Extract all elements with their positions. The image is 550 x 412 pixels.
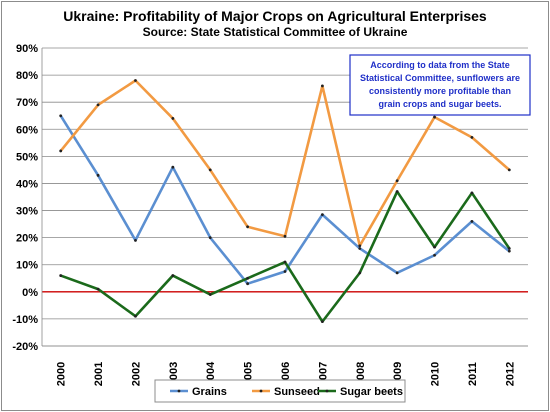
chart-subtitle: Source: State Statistical Committee of U… [143, 25, 408, 39]
y-tick-label: 20% [16, 233, 38, 245]
y-tick-label: 50% [16, 151, 38, 163]
data-point-grains [283, 270, 287, 273]
data-point-grains [358, 247, 362, 250]
annotation-line-4: grain crops and sugar beets. [378, 99, 501, 109]
data-point-sugar-beets [208, 293, 212, 296]
data-point-grains [134, 238, 137, 242]
data-point-sugar-beets [507, 247, 511, 250]
y-tick-label: -20% [12, 341, 38, 353]
data-point-sunseed [208, 168, 212, 172]
data-point-sugar-beets [395, 190, 399, 193]
data-point-sugar-beets [59, 274, 63, 277]
data-point-grains [246, 282, 250, 286]
annotation-box: According to data from the State Statist… [349, 54, 531, 116]
data-point-sugar-beets [470, 191, 474, 195]
series-line-grains [59, 115, 511, 285]
y-tick-label: 40% [16, 178, 38, 190]
data-point-sunseed [283, 234, 287, 238]
data-point-sunseed [320, 84, 324, 88]
y-axis-ticks: 90% 80% 70% 60% 50% 40% 30% 20% 10% 0% -10% -20% [12, 43, 38, 353]
series-line-sugar-beets [60, 190, 511, 323]
data-point-grains [59, 114, 63, 118]
y-tick-label: 30% [16, 206, 38, 218]
data-point-grains [507, 249, 511, 253]
x-tick-label: 2010 [430, 362, 442, 386]
legend-label-sugar-beets: Sugar beets [340, 386, 403, 398]
data-point-sunseed [358, 244, 362, 248]
data-point-sunseed [171, 117, 175, 120]
data-point-sugar-beets [320, 320, 324, 324]
gridlines [41, 47, 528, 347]
y-tick-label: 70% [16, 97, 38, 109]
chart-title: Ukraine: Profitability of Major Crops on… [63, 8, 487, 24]
data-point-sunseed [96, 103, 100, 107]
y-tick-label: -10% [12, 314, 38, 326]
legend-label-sunseed: Sunseed [274, 386, 320, 398]
data-point-grains [171, 165, 175, 169]
data-point-sugar-beets [358, 271, 362, 275]
series-lines [59, 79, 511, 324]
annotation-line-2: Statistical Committee, sunflowers are [360, 73, 520, 83]
legend-label-grains: Grains [192, 386, 227, 398]
data-point-sunseed [246, 225, 250, 229]
legend: Grains Sunseed Sugar beets [154, 379, 406, 403]
data-point-sugar-beets [246, 276, 250, 280]
legend-border [154, 379, 406, 403]
x-tick-label: 2002 [130, 362, 142, 386]
y-tick-label: 60% [16, 124, 38, 136]
data-point-sugar-beets [433, 245, 436, 249]
y-tick-label: 80% [16, 70, 38, 82]
x-tick-label: 2000 [56, 362, 68, 386]
data-point-sugar-beets [96, 287, 100, 291]
data-point-sunseed [470, 136, 474, 139]
data-point-sugar-beets [171, 274, 175, 277]
y-tick-label: 90% [16, 43, 38, 55]
data-point-grains [433, 253, 436, 257]
y-tick-label: 0% [22, 287, 38, 299]
data-point-sunseed [507, 168, 511, 172]
annotation-border [349, 54, 531, 116]
data-point-sunseed [433, 115, 436, 119]
legend-marker-sunseed [259, 389, 263, 393]
data-point-sunseed [59, 149, 63, 153]
data-point-grains [320, 213, 324, 217]
legend-marker-grains [177, 389, 181, 393]
legend-marker-sugar-beets [325, 389, 329, 393]
data-point-grains [208, 236, 212, 240]
data-point-sugar-beets [134, 314, 137, 318]
x-tick-label: 2001 [93, 362, 105, 386]
data-point-grains [395, 271, 399, 275]
data-point-sugar-beets [283, 260, 287, 264]
annotation-line-3: consistently more profitable than [369, 86, 511, 96]
data-point-sunseed [134, 79, 137, 82]
y-tick-label: 10% [16, 260, 38, 272]
data-point-grains [96, 173, 100, 177]
annotation-line-1: According to data from the State [370, 60, 510, 70]
x-tick-label: 2011 [467, 362, 479, 386]
data-point-sunseed [395, 179, 399, 183]
x-tick-label: 2012 [504, 362, 516, 386]
data-point-grains [470, 219, 474, 223]
